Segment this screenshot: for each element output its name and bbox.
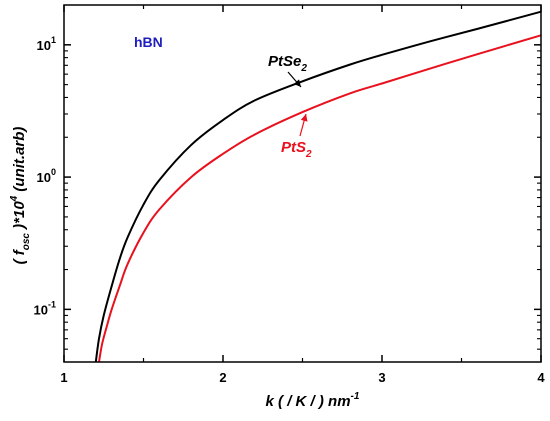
x-tick-label: 4 — [537, 370, 545, 385]
annotation-hbn: hBN — [134, 34, 163, 50]
series-label-ptse2: PtSe2 — [268, 53, 307, 74]
x-tick-label: 3 — [378, 370, 385, 385]
y-tick-label: 100 — [37, 167, 56, 185]
labels-layer: 1 2 3 4 10-1 100 101 k ( / K / ) nm-1 ( fosc )*1… — [9, 34, 545, 410]
series-line-pts2 — [97, 34, 542, 363]
y-axis-label: ( fosc )*104 (unit.arb) — [9, 127, 32, 265]
x-tick-label: 1 — [60, 370, 67, 385]
series-label-arrowhead — [293, 79, 301, 87]
series-layer — [94, 10, 542, 363]
plot-frame — [63, 4, 542, 363]
series-line-ptse2 — [94, 10, 542, 363]
x-tick-label: 2 — [219, 370, 226, 385]
series-label-pts2: PtS2 — [281, 139, 312, 160]
series-label-arrowhead — [300, 114, 308, 122]
y-tick-label: 101 — [37, 35, 56, 53]
y-tick-label: 10-1 — [34, 299, 56, 317]
x-axis-label: k ( / K / ) nm-1 — [266, 391, 360, 410]
